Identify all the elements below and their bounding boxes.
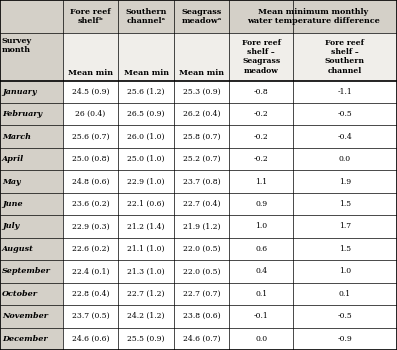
Text: Survey
month: Survey month [2, 37, 32, 54]
Text: 1.5: 1.5 [339, 245, 351, 253]
Text: 22.7 (0.4): 22.7 (0.4) [183, 200, 220, 208]
Text: 25.0 (1.0): 25.0 (1.0) [127, 155, 165, 163]
Text: July: July [2, 223, 19, 231]
Text: 21.9 (1.2): 21.9 (1.2) [183, 223, 220, 231]
Text: -0.5: -0.5 [337, 312, 353, 320]
Text: 25.2 (0.7): 25.2 (0.7) [183, 155, 220, 163]
Text: 24.5 (0.9): 24.5 (0.9) [72, 88, 109, 96]
Text: -0.2: -0.2 [254, 133, 269, 141]
Text: Mean min: Mean min [179, 69, 224, 77]
Text: 0.0: 0.0 [339, 155, 351, 163]
Text: Fore reef
shelf –
Seagrass
meadow: Fore reef shelf – Seagrass meadow [242, 39, 281, 75]
Text: Fore reef
shelfᵇ: Fore reef shelfᵇ [70, 8, 111, 25]
Text: -0.4: -0.4 [337, 133, 353, 141]
Text: 1.5: 1.5 [339, 200, 351, 208]
Text: 23.7 (0.5): 23.7 (0.5) [72, 312, 109, 320]
Text: Seagrass
meadowᵃ: Seagrass meadowᵃ [181, 8, 222, 25]
Text: -0.2: -0.2 [254, 155, 269, 163]
Text: 0.6: 0.6 [255, 245, 267, 253]
Text: 21.2 (1.4): 21.2 (1.4) [127, 223, 165, 231]
Text: 22.7 (0.7): 22.7 (0.7) [183, 290, 220, 298]
Text: 22.9 (0.3): 22.9 (0.3) [72, 223, 109, 231]
Text: -0.2: -0.2 [254, 110, 269, 118]
Text: January: January [2, 88, 37, 96]
Text: 1.9: 1.9 [339, 177, 351, 186]
Text: 24.6 (0.7): 24.6 (0.7) [183, 335, 220, 343]
Text: 25.0 (0.8): 25.0 (0.8) [72, 155, 109, 163]
Text: 25.6 (0.7): 25.6 (0.7) [72, 133, 109, 141]
Text: 23.8 (0.6): 23.8 (0.6) [183, 312, 220, 320]
Text: February: February [2, 110, 42, 118]
Text: 25.6 (1.2): 25.6 (1.2) [127, 88, 165, 96]
Text: June: June [2, 200, 23, 208]
Text: 23.6 (0.2): 23.6 (0.2) [72, 200, 109, 208]
Text: 24.2 (1.2): 24.2 (1.2) [127, 312, 165, 320]
Text: 25.8 (0.7): 25.8 (0.7) [183, 133, 220, 141]
Text: 0.9: 0.9 [255, 200, 267, 208]
Text: 21.3 (1.0): 21.3 (1.0) [127, 267, 165, 275]
Text: December: December [2, 335, 48, 343]
Text: 21.1 (1.0): 21.1 (1.0) [127, 245, 165, 253]
Text: 22.4 (0.1): 22.4 (0.1) [72, 267, 109, 275]
Text: 0.0: 0.0 [255, 335, 267, 343]
Text: -0.5: -0.5 [337, 110, 353, 118]
Text: Mean minimum monthly
water temperature difference: Mean minimum monthly water temperature d… [247, 8, 380, 25]
Text: -0.1: -0.1 [254, 312, 269, 320]
Text: 22.9 (1.0): 22.9 (1.0) [127, 177, 165, 186]
Text: 0.4: 0.4 [255, 267, 267, 275]
Text: Mean min: Mean min [123, 69, 169, 77]
Text: March: March [2, 133, 31, 141]
Bar [63, 80, 397, 350]
Text: November: November [2, 312, 48, 320]
Text: Mean min: Mean min [68, 69, 113, 77]
Text: Fore reef
shelf –
Southern
channel: Fore reef shelf – Southern channel [325, 39, 365, 75]
Bar [63, 33, 397, 80]
Text: April: April [2, 155, 24, 163]
Text: 26.0 (1.0): 26.0 (1.0) [127, 133, 165, 141]
Text: September: September [2, 267, 51, 275]
Text: 22.1 (0.6): 22.1 (0.6) [127, 200, 165, 208]
Text: 0.1: 0.1 [339, 290, 351, 298]
Text: 25.5 (0.9): 25.5 (0.9) [127, 335, 165, 343]
Text: 22.7 (1.2): 22.7 (1.2) [127, 290, 165, 298]
Text: 26.5 (0.9): 26.5 (0.9) [127, 110, 165, 118]
Text: May: May [2, 177, 21, 186]
Text: 0.1: 0.1 [255, 290, 267, 298]
Text: 1.1: 1.1 [255, 177, 267, 186]
Text: 22.0 (0.5): 22.0 (0.5) [183, 245, 220, 253]
Text: 24.6 (0.6): 24.6 (0.6) [72, 335, 109, 343]
Text: 26 (0.4): 26 (0.4) [75, 110, 106, 118]
Text: 22.6 (0.2): 22.6 (0.2) [72, 245, 109, 253]
Text: 26.2 (0.4): 26.2 (0.4) [183, 110, 220, 118]
Text: -1.1: -1.1 [337, 88, 353, 96]
Text: Southern
channelᵃ: Southern channelᵃ [125, 8, 167, 25]
Text: 1.0: 1.0 [255, 223, 267, 231]
Text: October: October [2, 290, 38, 298]
Text: 22.8 (0.4): 22.8 (0.4) [72, 290, 109, 298]
Text: 25.3 (0.9): 25.3 (0.9) [183, 88, 220, 96]
Text: 1.0: 1.0 [339, 267, 351, 275]
Text: 24.8 (0.6): 24.8 (0.6) [72, 177, 109, 186]
Text: August: August [2, 245, 34, 253]
Text: 22.0 (0.5): 22.0 (0.5) [183, 267, 220, 275]
Text: -0.8: -0.8 [254, 88, 269, 96]
Text: 23.7 (0.8): 23.7 (0.8) [183, 177, 220, 186]
Text: -0.9: -0.9 [337, 335, 353, 343]
Text: 1.7: 1.7 [339, 223, 351, 231]
